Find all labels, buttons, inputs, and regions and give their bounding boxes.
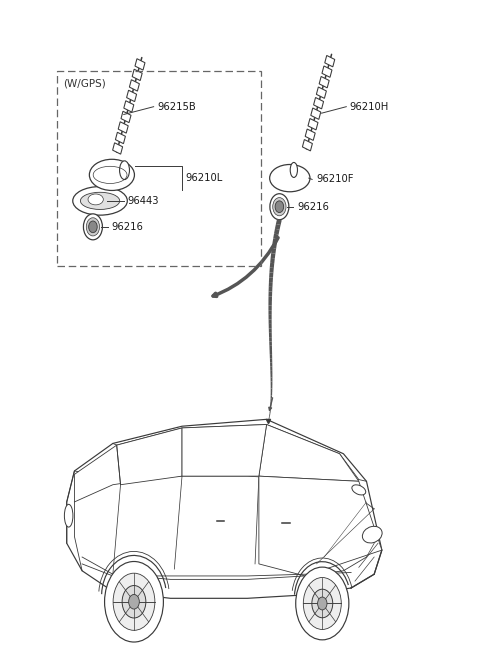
Circle shape — [86, 217, 99, 236]
Polygon shape — [319, 77, 329, 88]
Ellipse shape — [89, 159, 134, 191]
Text: 96210F: 96210F — [316, 174, 353, 185]
Ellipse shape — [352, 485, 366, 495]
Ellipse shape — [80, 193, 120, 210]
Polygon shape — [113, 143, 122, 154]
Polygon shape — [316, 87, 326, 98]
Text: (W/GPS): (W/GPS) — [63, 79, 106, 89]
Polygon shape — [127, 90, 137, 102]
Circle shape — [275, 201, 284, 213]
Polygon shape — [135, 59, 145, 70]
Circle shape — [113, 573, 155, 630]
Polygon shape — [121, 111, 131, 122]
Polygon shape — [117, 428, 182, 485]
Ellipse shape — [270, 164, 310, 192]
Polygon shape — [325, 56, 335, 67]
Ellipse shape — [362, 527, 382, 543]
Polygon shape — [322, 66, 332, 77]
Polygon shape — [311, 108, 321, 119]
Ellipse shape — [120, 161, 130, 179]
Text: 96210H: 96210H — [349, 102, 388, 112]
FancyArrowPatch shape — [213, 238, 278, 297]
Text: 96216: 96216 — [297, 202, 329, 212]
Polygon shape — [302, 140, 312, 151]
Ellipse shape — [64, 504, 73, 527]
Circle shape — [270, 194, 289, 219]
Polygon shape — [124, 101, 134, 112]
Text: 96443: 96443 — [127, 196, 158, 206]
Circle shape — [84, 214, 102, 240]
Polygon shape — [130, 80, 139, 91]
Text: 96216: 96216 — [111, 222, 143, 232]
Circle shape — [105, 561, 163, 642]
Polygon shape — [305, 129, 315, 140]
Ellipse shape — [88, 194, 103, 205]
Circle shape — [89, 221, 97, 233]
Polygon shape — [308, 119, 318, 130]
Polygon shape — [259, 424, 359, 481]
Polygon shape — [115, 132, 125, 143]
Polygon shape — [118, 122, 128, 133]
Text: 96215B: 96215B — [157, 102, 196, 112]
Polygon shape — [182, 424, 266, 476]
Circle shape — [303, 578, 341, 629]
Ellipse shape — [73, 187, 127, 215]
Circle shape — [129, 595, 139, 609]
Circle shape — [122, 586, 146, 618]
Circle shape — [296, 567, 349, 640]
Polygon shape — [313, 98, 324, 109]
Ellipse shape — [290, 162, 298, 178]
Polygon shape — [259, 476, 382, 576]
Circle shape — [312, 590, 333, 618]
Circle shape — [318, 597, 327, 610]
Circle shape — [273, 198, 286, 215]
Text: 96210L: 96210L — [185, 173, 223, 183]
Polygon shape — [132, 69, 142, 81]
